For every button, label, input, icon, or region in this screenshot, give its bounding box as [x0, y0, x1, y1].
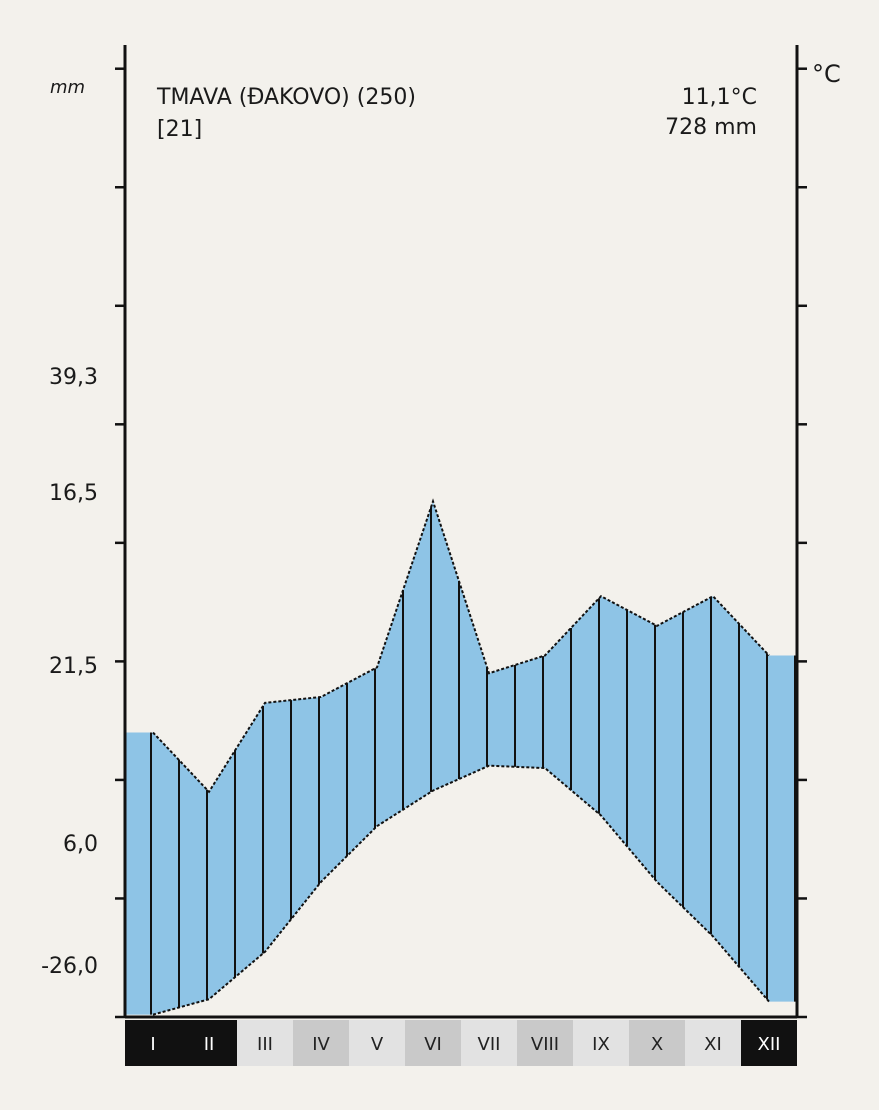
x-tick-label: XII — [758, 1034, 781, 1055]
annual-precipitation: 728 mm — [665, 115, 757, 140]
month-box — [181, 1020, 237, 1066]
month-box — [629, 1020, 685, 1066]
month-box — [293, 1020, 349, 1066]
side-label: -26,0 — [41, 954, 98, 979]
side-label: 6,0 — [63, 832, 98, 857]
x-tick-label: VIII — [531, 1034, 559, 1055]
x-tick-label: II — [204, 1034, 215, 1055]
chart-subtitle: [21] — [157, 117, 202, 142]
precipitation-line — [152, 498, 770, 794]
x-tick-label: I — [150, 1034, 155, 1055]
chart-title: TMAVA (ĐAKOVO) (250) — [156, 85, 416, 110]
x-tick-label: VI — [424, 1034, 442, 1055]
mean-temperature: 11,1°C — [682, 85, 757, 110]
month-box — [741, 1020, 797, 1066]
humid-area — [125, 501, 797, 1015]
x-tick-label: VII — [478, 1034, 501, 1055]
x-tick-label: IX — [592, 1034, 610, 1055]
month-box — [125, 1020, 181, 1066]
y-axis-label: mm — [50, 77, 85, 98]
month-box — [573, 1020, 629, 1066]
x-tick-label: III — [257, 1034, 273, 1055]
x-tick-label: V — [371, 1034, 384, 1055]
month-box — [517, 1020, 573, 1066]
temperature-line — [152, 764, 770, 1016]
side-label: 21,5 — [49, 654, 98, 679]
month-box — [349, 1020, 405, 1066]
month-box — [685, 1020, 741, 1066]
month-box — [405, 1020, 461, 1066]
month-box — [237, 1020, 293, 1066]
x-tick-label: IV — [312, 1034, 330, 1055]
y2-axis-label: °C — [812, 60, 841, 88]
side-label: 16,5 — [49, 481, 98, 506]
x-tick-label: X — [651, 1034, 663, 1055]
plot-area: I II III IV V VI VII VIII IX X XI XII — [115, 45, 807, 1066]
x-tick-label: XI — [704, 1034, 722, 1055]
side-label: 39,3 — [49, 365, 98, 390]
month-box — [461, 1020, 517, 1066]
